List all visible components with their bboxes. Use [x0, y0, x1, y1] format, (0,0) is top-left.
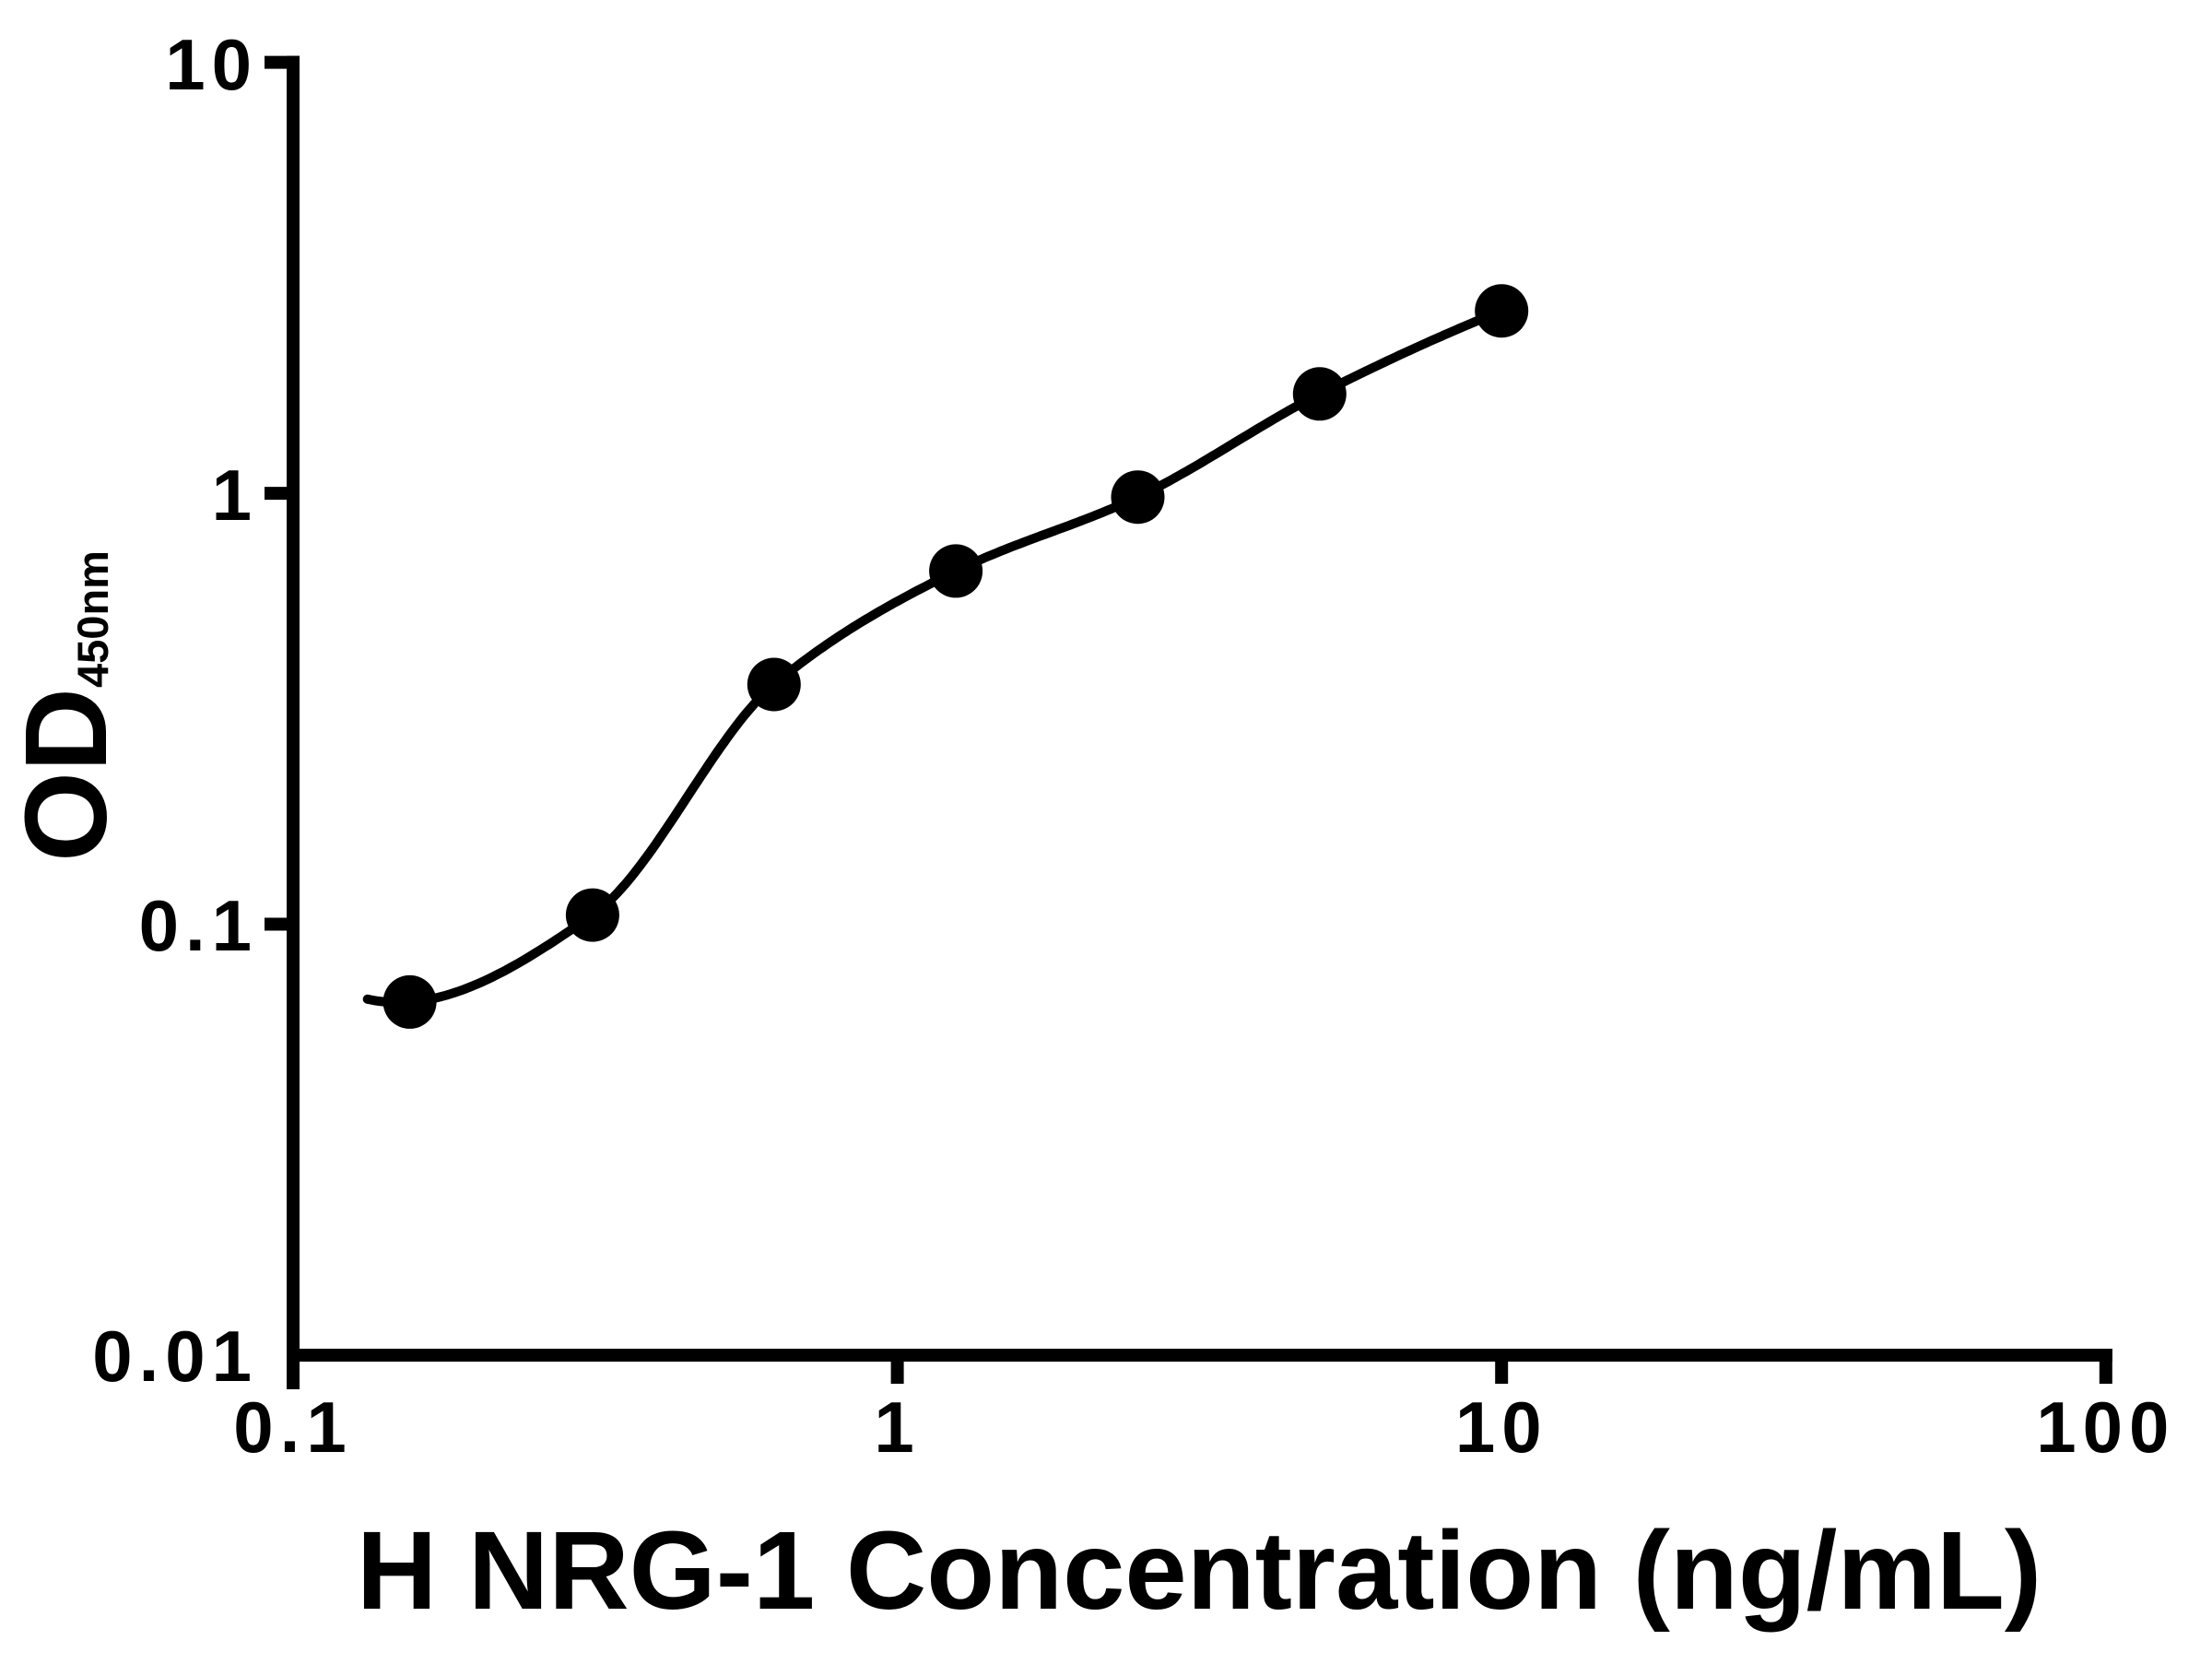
svg-text:0.1: 0.1 [233, 1387, 352, 1468]
svg-text:1: 1 [874, 1387, 920, 1468]
svg-text:10: 10 [1455, 1387, 1548, 1468]
svg-text:OD450nm: OD450nm [1, 550, 131, 862]
svg-text:1: 1 [212, 454, 258, 536]
svg-text:10: 10 [165, 24, 258, 105]
svg-text:100: 100 [2036, 1387, 2175, 1468]
svg-text:0.1: 0.1 [139, 885, 258, 966]
svg-text:0.01: 0.01 [92, 1316, 258, 1397]
svg-text:H NRG-1 Concentration (ng/mL): H NRG-1 Concentration (ng/mL) [357, 1507, 2041, 1633]
